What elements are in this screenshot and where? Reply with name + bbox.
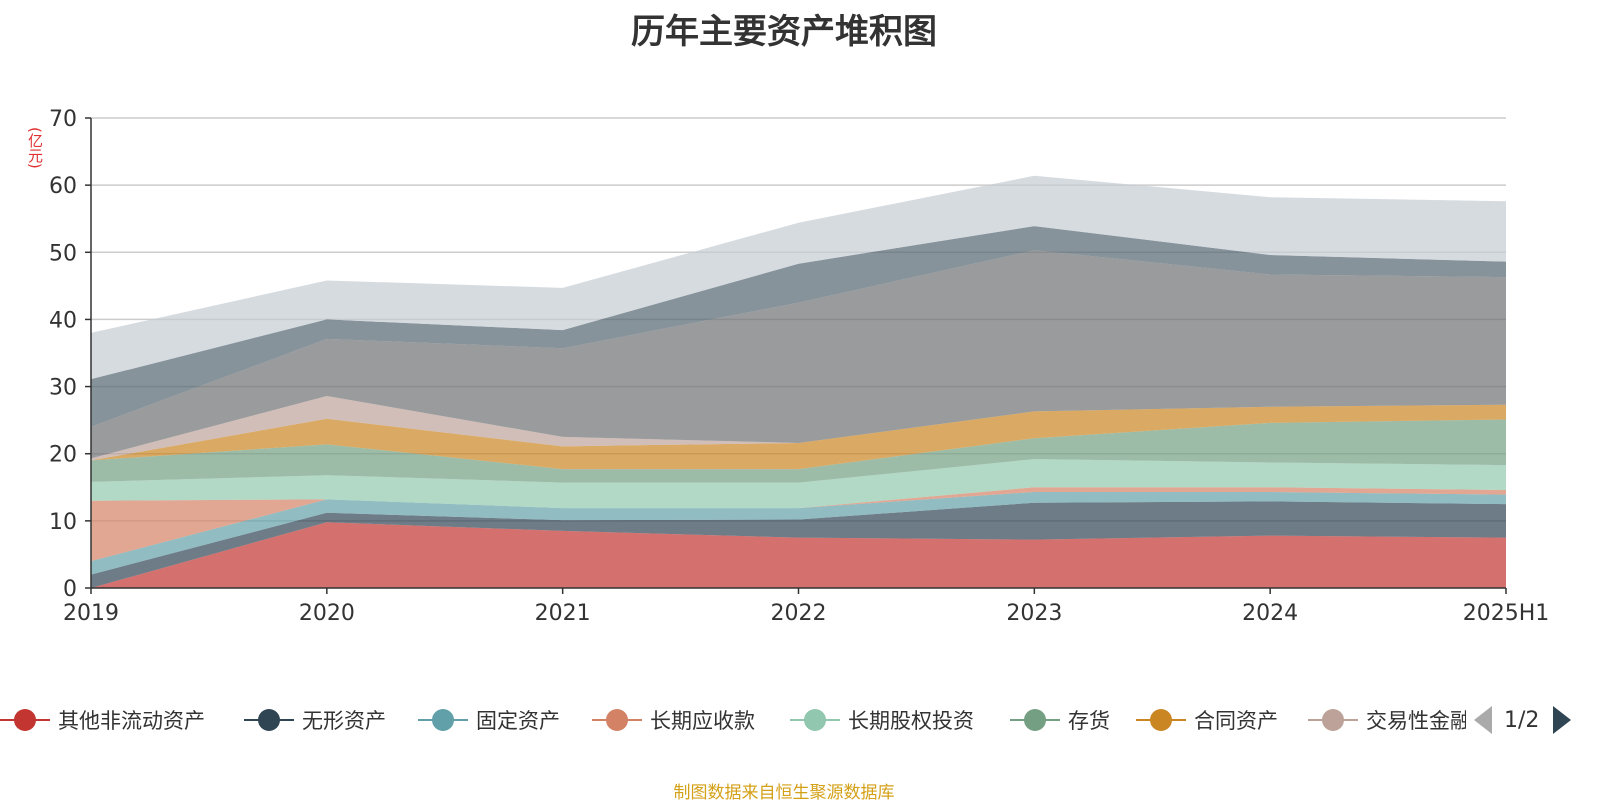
y-tick-label: 30 [49, 376, 77, 401]
y-tick-label: 60 [49, 174, 77, 199]
legend-item[interactable]: 交易性金融资产 [1308, 702, 1466, 738]
x-tick-label: 2021 [535, 601, 591, 626]
legend-item[interactable]: 固定资产 [418, 702, 560, 738]
legend-next-page-icon[interactable] [1553, 706, 1572, 734]
area-series-7 [91, 404, 1506, 470]
legend-label: 长期应收款 [650, 709, 755, 733]
legend-marker-icon [1136, 702, 1186, 738]
chart-title: 历年主要资产堆积图 [631, 12, 937, 52]
legend-label: 其他非流动资产 [58, 709, 205, 733]
legend-label: 合同资产 [1194, 709, 1278, 733]
stacked-area-chart: 0 10 20 30 40 50 60 70 2019 2020 2021 2022 2023 2024 2… [49, 107, 1549, 626]
legend-marker-icon [244, 702, 294, 738]
legend-label: 无形资产 [302, 709, 386, 733]
area-series-6 [91, 419, 1506, 483]
legend-item[interactable]: 长期应收款 [592, 702, 755, 738]
legend-label: 交易性金融资产 [1366, 709, 1466, 733]
x-tick-label: 2019 [63, 601, 119, 626]
legend-label: 存货 [1068, 709, 1110, 733]
y-tick-label: 40 [49, 308, 77, 333]
legend-marker-icon [1010, 702, 1060, 738]
axes: 0 10 20 30 40 50 60 70 2019 2020 2021 2022 2023 2024 2… [49, 107, 1549, 626]
legend-item[interactable]: 其他非流动资产 [0, 702, 205, 738]
area-series [91, 175, 1506, 588]
area-series-9 [91, 250, 1506, 459]
y-tick-label: 0 [63, 577, 77, 602]
area-series-2 [91, 501, 1506, 588]
legend-marker-icon [790, 702, 840, 738]
area-series-1 [91, 522, 1506, 588]
legend: 其他非流动资产无形资产固定资产长期应收款长期股权投资存货合同资产交易性金融资产 … [0, 702, 1600, 738]
area-series-5 [91, 459, 1506, 509]
y-tick-label: 10 [49, 510, 77, 535]
y-tick-label: 20 [49, 443, 77, 468]
area-series-10 [91, 226, 1506, 427]
data-source-note: 制图数据来自恒生聚源数据库 [673, 783, 895, 803]
legend-pager: 1/2 [1470, 702, 1572, 738]
legend-page-number: 1/2 [1504, 707, 1540, 733]
x-tick-label: 2020 [299, 601, 355, 626]
legend-item[interactable]: 合同资产 [1136, 702, 1278, 738]
x-tick-label: 2023 [1006, 601, 1062, 626]
x-tick-label: 2022 [771, 601, 827, 626]
x-tick-label: 2025H1 [1463, 601, 1550, 626]
area-series-3 [91, 491, 1506, 575]
y-tick-label: 70 [49, 107, 77, 132]
y-tick-label: 50 [49, 241, 77, 266]
legend-item[interactable]: 存货 [1010, 702, 1110, 738]
legend-items: 其他非流动资产 无形资产 固定资产 长期应收款 长期股权投资 存货 合同资产 交易性金融资产 [0, 702, 1466, 738]
legend-item[interactable]: 长期股权投资 [790, 702, 974, 738]
legend-marker-icon [592, 702, 642, 738]
legend-marker-icon [1308, 702, 1358, 738]
x-tick-label: 2024 [1242, 601, 1298, 626]
legend-label: 长期股权投资 [848, 709, 974, 733]
legend-marker-icon [0, 702, 50, 738]
legend-prev-page-icon[interactable] [1474, 706, 1492, 734]
y-axis-unit-label: (亿元) [26, 127, 44, 169]
legend-marker-icon [418, 702, 468, 738]
legend-item[interactable]: 无形资产 [244, 702, 386, 738]
area-series-11 [91, 175, 1506, 380]
legend-label: 固定资产 [476, 709, 560, 733]
